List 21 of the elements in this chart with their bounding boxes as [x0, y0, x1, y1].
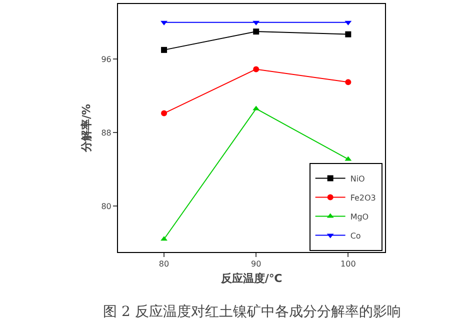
point [253, 28, 260, 35]
x-axis-title: 反应温度/℃ [220, 272, 282, 285]
point [345, 79, 352, 86]
point [345, 31, 352, 38]
point [161, 110, 168, 116]
y-tick-label: 96 [101, 54, 112, 64]
y-axis-title: 分解率/% [80, 104, 93, 154]
legend-label: Fe2O3 [350, 193, 376, 202]
point [161, 46, 168, 53]
legend-label: Co [350, 231, 361, 240]
legend-label: MgO [350, 212, 369, 222]
legend-label: NiO [350, 174, 365, 184]
caption: 图 2 反应温度对红土镍矿中各成分分解率的影响 [103, 304, 401, 320]
point [160, 20, 168, 26]
x-tick-label: 100 [340, 260, 356, 269]
point [253, 66, 260, 72]
point [160, 236, 168, 241]
y-tick-label: 80 [101, 202, 112, 211]
x-tick-label: 90 [251, 260, 262, 269]
x-tick-label: 80 [158, 260, 170, 269]
y-tick-label: 88 [101, 128, 112, 138]
